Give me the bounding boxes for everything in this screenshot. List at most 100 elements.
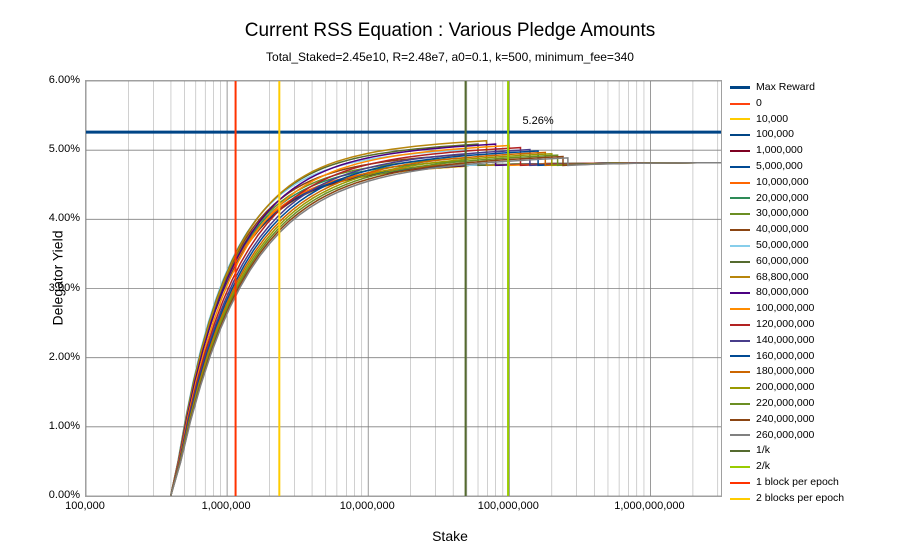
legend-label: 100,000,000	[756, 301, 814, 317]
ytick: 2.00%	[20, 351, 80, 363]
legend-item: 68,800,000	[730, 270, 844, 286]
legend-swatch	[730, 213, 750, 215]
legend-label: Max Reward	[756, 80, 815, 96]
series-line	[171, 150, 721, 496]
ytick: 6.00%	[20, 74, 80, 86]
series-line	[171, 151, 721, 496]
legend-item: 10,000	[730, 112, 844, 128]
legend-swatch	[730, 229, 750, 231]
legend-swatch	[730, 292, 750, 294]
legend-swatch	[730, 434, 750, 436]
legend-label: 200,000,000	[756, 380, 814, 396]
legend-label: 220,000,000	[756, 396, 814, 412]
legend-swatch	[730, 261, 750, 263]
legend-label: 60,000,000	[756, 254, 809, 270]
legend-label: 50,000,000	[756, 238, 809, 254]
legend-item: 140,000,000	[730, 333, 844, 349]
legend-label: 100,000	[756, 127, 794, 143]
series-line	[171, 163, 721, 496]
legend-label: 1,000,000	[756, 143, 803, 159]
legend-swatch	[730, 103, 750, 105]
legend-label: 2 blocks per epoch	[756, 491, 844, 507]
legend-swatch	[730, 387, 750, 389]
series-line	[171, 163, 721, 496]
series-line	[171, 155, 721, 497]
legend-swatch	[730, 355, 750, 357]
series-line	[171, 163, 721, 496]
legend-label: 5,000,000	[756, 159, 803, 175]
legend-swatch	[730, 118, 750, 120]
series-line	[171, 144, 721, 496]
series-line	[171, 163, 721, 496]
legend-label: 40,000,000	[756, 222, 809, 238]
legend-label: 120,000,000	[756, 317, 814, 333]
legend-swatch	[730, 150, 750, 152]
legend-swatch	[730, 403, 750, 405]
legend-item: 1,000,000	[730, 143, 844, 159]
series-line	[171, 155, 721, 496]
legend-swatch	[730, 245, 750, 247]
series-line	[171, 154, 721, 496]
ytick: 3.00%	[20, 282, 80, 294]
legend-label: 30,000,000	[756, 206, 809, 222]
legend-item: 100,000	[730, 127, 844, 143]
legend-item: 160,000,000	[730, 349, 844, 365]
ytick: 4.00%	[20, 212, 80, 224]
legend-item: 2/k	[730, 459, 844, 475]
legend-label: 10,000	[756, 112, 788, 128]
series-line	[171, 146, 721, 497]
legend-label: 2/k	[756, 459, 770, 475]
series-line	[171, 158, 721, 496]
series-line	[171, 157, 721, 497]
legend-label: 140,000,000	[756, 333, 814, 349]
y-axis-label: Delegator Yield	[49, 231, 65, 326]
legend-label: 10,000,000	[756, 175, 809, 191]
legend-item: 80,000,000	[730, 285, 844, 301]
x-axis-label: Stake	[0, 528, 900, 544]
ytick: 5.00%	[20, 143, 80, 155]
ytick: 1.00%	[20, 420, 80, 432]
legend-item: 180,000,000	[730, 364, 844, 380]
legend-swatch	[730, 276, 750, 278]
legend-item: 200,000,000	[730, 380, 844, 396]
legend-item: 260,000,000	[730, 428, 844, 444]
legend-swatch	[730, 371, 750, 373]
chart-subtitle: Total_Staked=2.45e10, R=2.48e7, a0=0.1, …	[0, 50, 900, 64]
xtick: 10,000,000	[340, 500, 395, 512]
legend-item: 1 block per epoch	[730, 475, 844, 491]
legend-label: 80,000,000	[756, 285, 809, 301]
legend-swatch	[730, 134, 750, 136]
series-line	[171, 150, 721, 496]
legend-item: 120,000,000	[730, 317, 844, 333]
xtick: 1,000,000	[202, 500, 251, 512]
series-line	[171, 163, 721, 496]
legend-label: 1 block per epoch	[756, 475, 839, 491]
legend: Max Reward010,000100,0001,000,0005,000,0…	[730, 80, 844, 507]
legend-item: 240,000,000	[730, 412, 844, 428]
legend-label: 68,800,000	[756, 270, 809, 286]
series-line	[171, 144, 721, 496]
legend-item: Max Reward	[730, 80, 844, 96]
legend-swatch	[730, 86, 750, 89]
xtick: 100,000,000	[478, 500, 539, 512]
legend-item: 30,000,000	[730, 206, 844, 222]
legend-label: 240,000,000	[756, 412, 814, 428]
legend-swatch	[730, 340, 750, 342]
series-line	[171, 161, 721, 496]
legend-item: 220,000,000	[730, 396, 844, 412]
series-line	[171, 152, 721, 496]
chart-title: Current RSS Equation : Various Pledge Am…	[0, 20, 900, 42]
annotation-max-reward: 5.26%	[522, 115, 553, 127]
legend-item: 50,000,000	[730, 238, 844, 254]
legend-swatch	[730, 482, 750, 484]
legend-swatch	[730, 324, 750, 326]
legend-label: 180,000,000	[756, 364, 814, 380]
legend-item: 100,000,000	[730, 301, 844, 317]
legend-swatch	[730, 308, 750, 310]
legend-swatch	[730, 166, 750, 168]
legend-swatch	[730, 197, 750, 199]
legend-swatch	[730, 466, 750, 468]
series-line	[171, 141, 721, 496]
legend-swatch	[730, 450, 750, 452]
series-line	[171, 163, 721, 496]
